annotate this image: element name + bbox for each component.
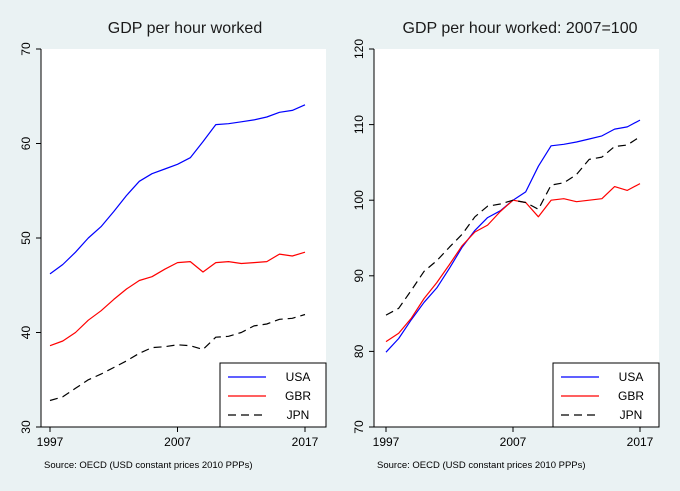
right-y-tick-label-110: 110 (352, 115, 366, 134)
left-x-ticks: 1997 2007 2017 (37, 427, 319, 449)
left-series-lines (49, 104, 306, 402)
left-y-tick-label-70: 70 (19, 42, 33, 56)
right-y-tick-label-70: 70 (352, 420, 366, 434)
right-chart-panel: GDP per hour worked: 2007=100 70 80 90 100 1… (340, 3, 677, 488)
left-x-tick-label-2007: 2007 (164, 435, 191, 449)
right-series-jpn-line (385, 136, 641, 316)
left-source-note: Source: OECD (USD constant prices 2010 P… (44, 460, 253, 471)
right-x-tick-label-2007: 2007 (500, 435, 527, 449)
left-legend-label-gbr: GBR (285, 389, 311, 403)
right-legend: USA GBR JPN (552, 362, 660, 428)
left-series-usa-line (49, 104, 306, 275)
right-y-ticks: 70 80 90 100 110 120 (352, 39, 374, 434)
left-y-tick-label-40: 40 (19, 326, 33, 340)
right-legend-label-gbr: GBR (618, 389, 644, 403)
left-y-tick-label-30: 30 (19, 420, 33, 434)
right-x-tick-label-1997: 1997 (373, 435, 400, 449)
right-x-tick-label-2017: 2017 (627, 435, 654, 449)
right-legend-label-usa: USA (619, 370, 644, 384)
left-chart-title: GDP per hour worked (108, 20, 262, 37)
right-y-tick-label-120: 120 (352, 39, 366, 59)
left-series-gbr-line (49, 251, 306, 347)
right-chart-title: GDP per hour worked: 2007=100 (403, 20, 638, 37)
right-legend-label-jpn: JPN (620, 408, 643, 422)
right-x-ticks: 1997 2007 2017 (373, 427, 654, 449)
left-y-tick-label-60: 60 (19, 137, 33, 151)
left-legend: USA GBR JPN (219, 362, 327, 428)
left-y-tick-label-50: 50 (19, 231, 33, 245)
left-legend-label-usa: USA (286, 370, 311, 384)
right-y-tick-label-90: 90 (352, 269, 366, 283)
right-legend-box (552, 362, 660, 428)
left-legend-box (219, 362, 327, 428)
left-x-tick-label-1997: 1997 (37, 435, 64, 449)
left-x-tick-label-2017: 2017 (292, 435, 319, 449)
right-y-tick-label-80: 80 (352, 344, 366, 358)
right-y-tick-label-100: 100 (352, 190, 366, 210)
left-y-ticks: 30 40 50 60 70 (19, 42, 41, 434)
left-chart-panel: GDP per hour worked 30 40 50 60 70 1997 2007 2… (3, 3, 335, 488)
right-series-lines (385, 119, 641, 353)
right-source-note: Source: OECD (USD constant prices 2010 P… (377, 460, 586, 471)
left-legend-label-jpn: JPN (287, 408, 310, 422)
